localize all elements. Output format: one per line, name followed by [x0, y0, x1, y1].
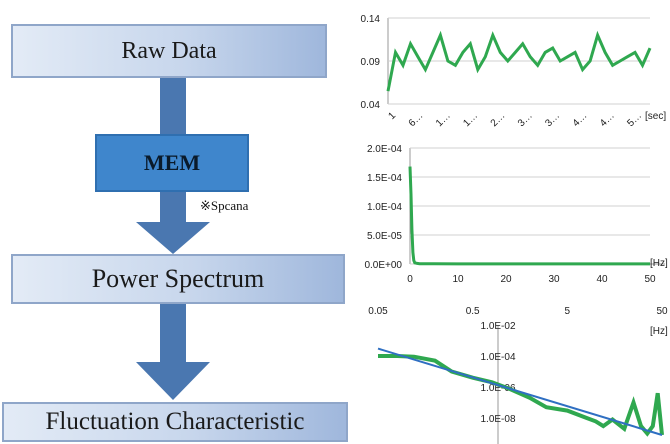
arrow-head-2 [136, 222, 210, 254]
chart1-x-tick-label: 4… [571, 110, 590, 129]
chart1-x-tick-label: 6… [407, 110, 426, 129]
arrow-head-3 [136, 362, 210, 400]
chart2-y-tick-label: 2.0E-04 [367, 144, 402, 155]
chart2-x-unit: [Hz] [650, 258, 668, 269]
chart1-x-tick-label: 1… [434, 110, 453, 129]
chart3-y-tick-label: 1.0E-08 [480, 414, 515, 425]
chart2-x-tick-label: 0 [407, 274, 413, 285]
chart-power-spectrum: 2.0E-04 1.5E-04 1.0E-04 5.0E-05 0.0E+00 0 10 2… [364, 144, 668, 285]
chart1-y-tick-label: 0.04 [361, 100, 381, 111]
chart3-y-tick-label: 1.0E-06 [480, 383, 515, 394]
chart3-x-tick-label: 0.05 [368, 306, 388, 317]
arrow-shaft-3 [160, 304, 186, 364]
chart2-x-tick-label: 10 [452, 274, 464, 285]
chart1-x-tick-label: 3… [516, 110, 535, 129]
chart2-series-line [408, 166, 650, 266]
chart2-x-tick-label: 20 [500, 274, 512, 285]
mem-label: MEM [143, 150, 201, 175]
fluctuation-box: Fluctuation Characteristic [2, 402, 348, 442]
chart3-fit-line [377, 347, 663, 436]
chart3-x-unit: [Hz] [650, 326, 668, 337]
chart2-x-tick-label: 40 [596, 274, 608, 285]
chart1-x-tick-label: 1… [461, 110, 480, 129]
chart1-y-tick-label: 0.14 [361, 14, 381, 25]
chart1-x-tick-label: 1 [386, 110, 398, 122]
chart1-x-tick-label: 5… [625, 110, 644, 129]
chart1-x-tick-label: 2… [489, 110, 508, 129]
raw-data-box: Raw Data [11, 24, 327, 78]
chart-raw-signal: 0.14 0.09 0.04 1 6… 1… 1… 2… 3… 3… 4… 4… 5… [sec] [361, 14, 667, 129]
chart1-y-tick-label: 0.09 [361, 57, 381, 68]
chart3-y-tick-label: 1.0E-04 [480, 352, 515, 363]
chart1-series-line [386, 30, 652, 92]
chart1-x-unit: [sec] [645, 111, 666, 122]
power-spectrum-box: Power Spectrum [11, 254, 345, 304]
chart2-y-tick-label: 5.0E-05 [367, 231, 402, 242]
chart2-y-tick-label: 0.0E+00 [364, 260, 402, 271]
chart3-series-line [378, 354, 664, 437]
raw-data-label: Raw Data [121, 37, 217, 64]
chart3-y-tick-label: 1.0E-02 [480, 321, 515, 332]
chart1-x-tick-label: 3… [543, 110, 562, 129]
chart3-x-tick-label: 5 [565, 306, 571, 317]
fluctuation-label: Fluctuation Characteristic [45, 408, 305, 435]
chart2-y-tick-label: 1.0E-04 [367, 202, 402, 213]
spcana-note: ※Spcana [200, 198, 249, 213]
power-spectrum-label: Power Spectrum [91, 264, 265, 293]
chart1-x-tick-label: 4… [598, 110, 617, 129]
chart2-y-tick-label: 1.5E-04 [367, 173, 402, 184]
chart3-x-tick-label: 50 [656, 306, 668, 317]
arrow-shaft-1 [160, 78, 186, 134]
chart2-x-tick-label: 50 [644, 274, 656, 285]
arrow-shaft-2 [160, 192, 186, 222]
chart3-x-tick-label: 0.5 [466, 306, 480, 317]
chart2-x-tick-label: 30 [548, 274, 560, 285]
mem-box: MEM [95, 134, 249, 192]
